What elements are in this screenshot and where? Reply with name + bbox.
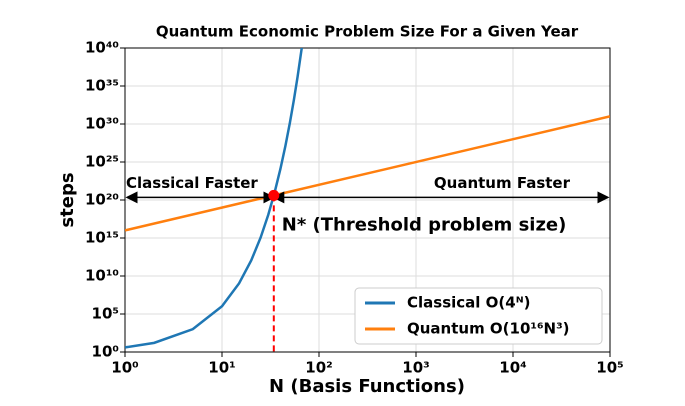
legend-label: Quantum O(10¹⁶N³): [407, 320, 570, 338]
y-tick-label: 10²⁰: [85, 191, 119, 209]
y-tick-label: 10³⁵: [85, 77, 119, 95]
threshold-point: [268, 189, 280, 201]
y-tick-label: 10⁴⁰: [85, 39, 119, 57]
y-tick-label: 10⁵: [92, 305, 119, 323]
x-tick-label: 10⁴: [499, 359, 526, 377]
plot-frame: [124, 47, 611, 353]
legend-box: [354, 287, 603, 345]
annotation: Classical Faster: [126, 174, 258, 192]
y-tick-label: 10³⁰: [85, 115, 119, 133]
series-line: [125, 115, 610, 232]
x-tick-label: 10³: [402, 359, 429, 377]
y-tick-label: 10⁰: [92, 343, 119, 361]
x-tick-label: 10¹: [208, 359, 235, 377]
annotation: Quantum Faster: [434, 174, 571, 192]
threshold-label: N* (Threshold problem size): [282, 214, 567, 235]
y-tick-label: 10¹⁵: [85, 229, 119, 247]
x-tick-label: 10⁰: [111, 359, 138, 377]
y-tick-label: 10¹⁰: [85, 267, 119, 285]
series-line: [125, 48, 303, 349]
x-tick-label: 10²: [305, 359, 332, 377]
legend-label: Classical O(4ᴺ): [407, 294, 530, 312]
x-axis-label: N (Basis Functions): [269, 376, 465, 397]
chart-title: Quantum Economic Problem Size For a Give…: [156, 23, 579, 41]
y-tick-label: 10²⁵: [85, 153, 119, 171]
y-axis-label: steps: [57, 172, 78, 227]
x-tick-label: 10⁵: [596, 359, 623, 377]
